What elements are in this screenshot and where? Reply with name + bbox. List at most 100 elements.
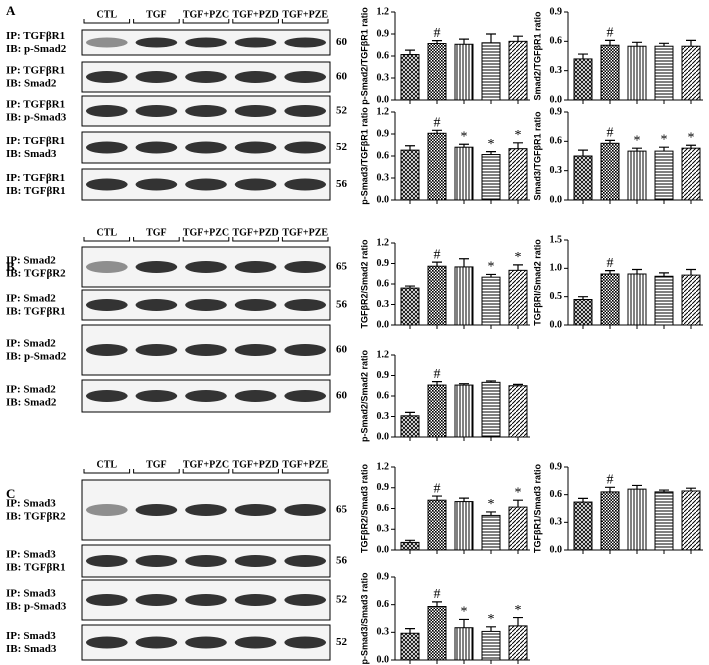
error-bar xyxy=(432,129,442,134)
y-tick-label: 0.0 xyxy=(377,431,390,442)
blot-band xyxy=(85,555,128,567)
blot-band xyxy=(234,299,277,311)
y-tick-label: 0.9 xyxy=(550,106,563,117)
bar xyxy=(681,490,701,551)
y-tick-label: 0.3 xyxy=(550,165,563,176)
error-bar xyxy=(686,39,696,47)
significance-marker: # xyxy=(434,481,441,496)
lane-label: TGF+PZD xyxy=(232,227,278,238)
panel-letter: C xyxy=(6,486,15,501)
blot-band xyxy=(284,594,327,606)
y-tick-label: 1.2 xyxy=(377,106,390,117)
y-tick-label: 0.0 xyxy=(377,194,390,205)
y-tick-label: 0.9 xyxy=(550,6,563,17)
error-bar xyxy=(659,42,669,47)
blot-band xyxy=(135,594,178,606)
bar xyxy=(454,627,474,661)
blot-band xyxy=(234,636,277,649)
y-tick-label: 0.3 xyxy=(377,72,390,83)
blot-band xyxy=(135,636,178,649)
error-bar xyxy=(632,147,642,152)
error-bar xyxy=(405,285,415,289)
lane-bracket xyxy=(182,237,230,242)
lane-label: TGF xyxy=(146,227,167,238)
blot-band xyxy=(284,178,327,191)
bar xyxy=(600,142,620,201)
blot-band xyxy=(135,178,178,191)
mw-label: 52 xyxy=(336,636,348,648)
mw-label: 65 xyxy=(336,261,348,273)
blot-band xyxy=(234,344,277,356)
lane-bracket xyxy=(182,469,230,474)
blot-band xyxy=(185,504,227,516)
blot-band xyxy=(135,141,178,154)
y-tick-label: 1.5 xyxy=(550,234,563,245)
y-tick-label: 0.9 xyxy=(550,461,563,472)
bar xyxy=(481,154,501,201)
ip-label: IP: Smad2 xyxy=(6,384,56,396)
lane-label: TGF xyxy=(146,459,167,470)
blot-band xyxy=(185,636,227,649)
ip-label: IP: Smad2 xyxy=(6,293,56,305)
error-bar xyxy=(432,601,442,607)
blot-band xyxy=(135,390,178,402)
bar xyxy=(627,45,647,101)
blot-band xyxy=(234,37,277,48)
bar xyxy=(654,150,674,201)
blot-band xyxy=(234,261,277,273)
ib-label: IB: p-Smad3 xyxy=(6,112,67,124)
lane-bracket xyxy=(281,19,329,24)
error-bar xyxy=(486,33,496,43)
error-bar xyxy=(513,499,523,508)
significance-marker: * xyxy=(488,260,495,275)
bar xyxy=(681,45,701,101)
significance-marker: * xyxy=(661,132,668,147)
y-tick-label: 0.9 xyxy=(377,370,390,381)
lane-bracket xyxy=(281,469,329,474)
blot-band xyxy=(284,555,327,567)
error-bar xyxy=(459,38,469,45)
error-bar xyxy=(659,146,669,152)
bar xyxy=(400,54,420,101)
lane-bracket xyxy=(281,237,329,242)
blot-band xyxy=(135,71,178,83)
y-axis-label: TGFβRI/Smad2 ratio xyxy=(532,239,542,326)
mw-label: 60 xyxy=(336,71,348,83)
blot-band xyxy=(135,299,178,311)
blot-band xyxy=(85,504,128,516)
bar xyxy=(400,415,420,438)
y-tick-label: 0.0 xyxy=(550,544,563,555)
bar xyxy=(400,541,420,551)
y-tick-label: 0.3 xyxy=(550,517,563,528)
error-bar xyxy=(659,489,669,492)
significance-marker: * xyxy=(515,250,522,265)
blot-band xyxy=(234,141,277,154)
blot-band xyxy=(85,105,128,117)
lane-bracket xyxy=(232,237,279,242)
bar xyxy=(600,491,620,551)
error-bar xyxy=(578,296,588,300)
error-bar xyxy=(432,381,442,386)
ip-label: IP: Smad3 xyxy=(6,549,56,561)
error-bar xyxy=(459,143,469,148)
error-bar xyxy=(486,380,496,383)
error-bar xyxy=(486,273,496,278)
bar xyxy=(400,632,420,661)
y-tick-label: 0.9 xyxy=(377,482,390,493)
bar xyxy=(573,155,593,201)
ip-label: IP: TGFβR1 xyxy=(6,172,65,184)
significance-marker: # xyxy=(434,247,441,262)
ib-label: IB: Smad3 xyxy=(6,148,57,160)
blot-band xyxy=(185,71,227,83)
ip-label: IP: TGFβR1 xyxy=(6,99,65,111)
bar xyxy=(400,287,420,326)
significance-marker: * xyxy=(634,133,641,148)
blot-band xyxy=(85,344,128,356)
lane-label: TGF+PZE xyxy=(282,459,328,470)
blot-band xyxy=(234,594,277,606)
blot-band xyxy=(284,636,327,649)
ib-label: IB: p-Smad2 xyxy=(6,351,67,363)
y-tick-label: 0.3 xyxy=(377,172,390,183)
blot-band xyxy=(185,299,227,311)
significance-marker: * xyxy=(488,497,495,512)
